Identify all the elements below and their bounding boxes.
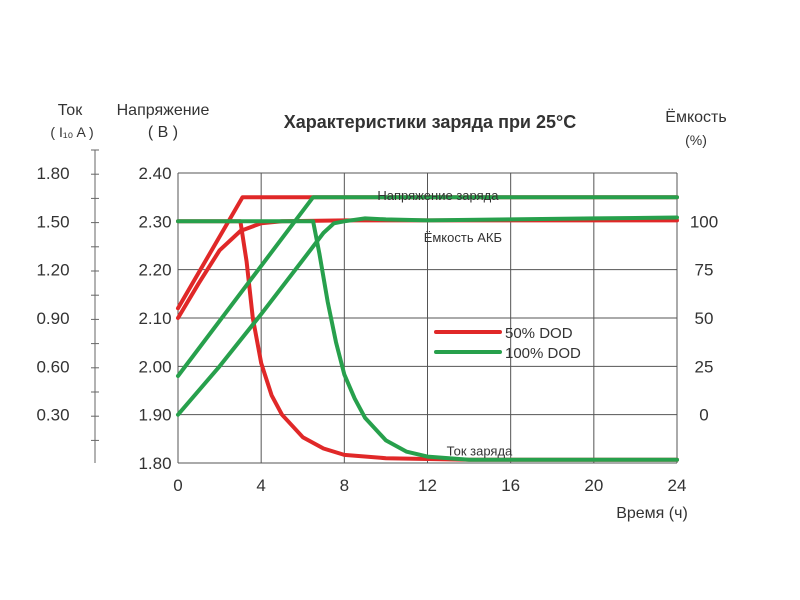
x-tick-label: 4: [256, 476, 265, 495]
x-tick-label: 20: [584, 476, 603, 495]
voltage-tick-label: 2.40: [138, 164, 171, 183]
x-axis: 0 4 8 12 16 20 24: [173, 476, 686, 495]
x-tick-label: 12: [418, 476, 437, 495]
voltage-axis: 1.80 1.90 2.00 2.10 2.20 2.30 2.40: [138, 164, 171, 473]
current-axis-unit: ( I₁₀ A ): [50, 124, 93, 140]
annotations: Напряжение заряда Ёмкость АКБ Ток заряда: [377, 188, 513, 459]
current-tick-label: 1.50: [36, 212, 69, 231]
current-tick-label: 0.30: [36, 406, 69, 425]
voltage-tick-label: 1.80: [138, 454, 171, 473]
annotation-label: Ток заряда: [447, 443, 513, 458]
voltage-tick-label: 2.30: [138, 212, 171, 231]
voltage-tick-label: 1.90: [138, 406, 171, 425]
capacity-axis-unit: (%): [685, 132, 707, 148]
dod100-capacity-line: [176, 215, 679, 417]
capacity-axis: 0 25 50 75 100: [690, 212, 718, 424]
current-tick-label: 1.80: [36, 164, 69, 183]
current-tick-label: 0.90: [36, 309, 69, 328]
dod100-voltage-line: [176, 195, 679, 378]
dod50-current-line: [176, 219, 679, 462]
voltage-tick-label: 2.00: [138, 357, 171, 376]
dod100-current-line: [176, 219, 679, 462]
x-tick-label: 16: [501, 476, 520, 495]
voltage-tick-label: 2.20: [138, 261, 171, 280]
series-lines: [176, 195, 679, 462]
voltage-axis-title: Напряжение: [117, 102, 210, 119]
capacity-tick-label: 50: [695, 309, 714, 328]
annotation-label: Напряжение заряда: [377, 188, 499, 203]
current-tick-label: 0.60: [36, 357, 69, 376]
voltage-axis-unit: ( В ): [148, 124, 178, 141]
legend: 50% DOD 100% DOD: [434, 325, 581, 362]
x-tick-label: 24: [668, 476, 687, 495]
x-axis-title: Время (ч): [616, 505, 688, 522]
capacity-tick-label: 100: [690, 212, 718, 231]
x-tick-label: 8: [340, 476, 349, 495]
current-axis-title: Ток: [58, 102, 83, 119]
legend-label: 50% DOD: [505, 325, 573, 342]
chart-title: Характеристики заряда при 25°C: [284, 112, 576, 132]
current-axis: 0.30 0.60 0.90 1.20 1.50 1.80: [36, 149, 99, 463]
annotation-label: Ёмкость АКБ: [424, 230, 502, 245]
x-tick-label: 0: [173, 476, 182, 495]
capacity-tick-label: 25: [695, 357, 714, 376]
current-tick-label: 1.20: [36, 261, 69, 280]
legend-label: 100% DOD: [505, 345, 581, 362]
capacity-tick-label: 0: [699, 406, 708, 425]
voltage-tick-label: 2.10: [138, 309, 171, 328]
capacity-axis-title: Ёмкость: [665, 108, 726, 126]
capacity-tick-label: 75: [695, 261, 714, 280]
